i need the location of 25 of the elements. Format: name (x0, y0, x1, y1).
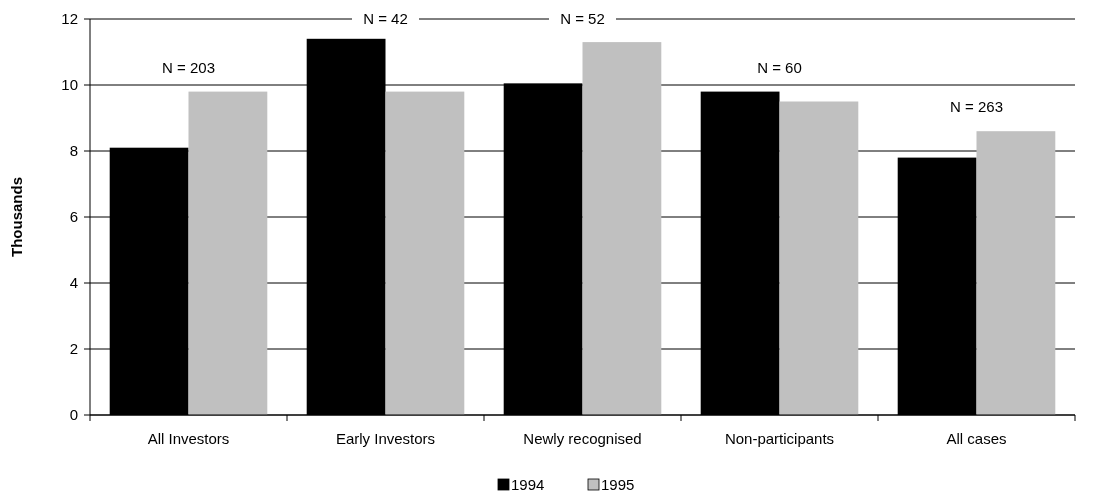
y-tick-label: 12 (61, 10, 78, 28)
x-tick-label: Non-participants (724, 430, 835, 447)
x-tick-label: All Investors (147, 430, 230, 447)
x-tick-label: All cases (946, 430, 1007, 447)
bar (779, 101, 859, 415)
y-tick-label: 4 (69, 274, 78, 292)
y-tick-label: 6 (69, 208, 78, 226)
legend-label: 1994 (511, 476, 545, 494)
annotation: N = 263 (950, 98, 1003, 116)
y-tick-label: 10 (61, 76, 78, 94)
annotation: N = 42 (363, 10, 408, 28)
annotation: N = 60 (757, 58, 802, 76)
y-tick-label: 8 (69, 142, 78, 160)
y-tick-label: 2 (69, 340, 78, 358)
bar (188, 91, 268, 415)
y-tick-label: 0 (69, 406, 78, 424)
bar (385, 91, 465, 415)
bar (976, 131, 1056, 415)
y-axis-title: Thousands (8, 176, 25, 258)
annotation: N = 52 (560, 10, 605, 28)
bar (582, 42, 662, 415)
x-tick-label: Newly recognised (523, 430, 642, 447)
x-tick-label: Early Investors (335, 430, 436, 447)
legend-label: 1995 (601, 476, 635, 494)
annotation: N = 203 (162, 58, 215, 76)
